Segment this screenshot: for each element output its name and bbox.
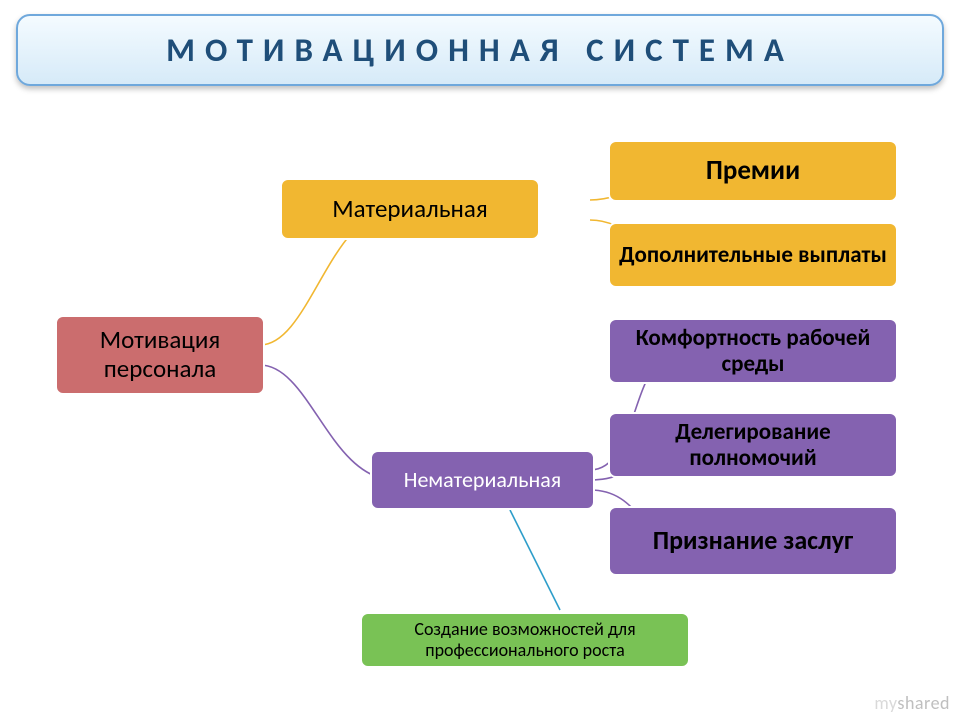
node-comfort-label: Комфортность рабочей среды	[618, 325, 888, 378]
node-extra-pay: Дополнительные выплаты	[608, 222, 898, 288]
node-extra-pay-label: Дополнительные выплаты	[619, 242, 887, 268]
node-recognition-label: Признание заслуг	[653, 526, 854, 556]
node-nonmaterial: Нематериальная	[370, 450, 595, 510]
node-nonmaterial-label: Нематериальная	[404, 467, 561, 492]
node-growth-label: Создание возможностей для профессиональн…	[370, 619, 680, 660]
edge-nonmat-to-growth	[510, 510, 560, 610]
watermark: myshared	[874, 692, 950, 714]
node-delegation-label: Делегирование полномочий	[618, 419, 888, 472]
node-delegation: Делегирование полномочий	[608, 412, 898, 478]
node-bonus: Премии	[608, 140, 898, 202]
node-recognition: Признание заслуг	[608, 506, 898, 576]
page-title: МОТИВАЦИОННАЯ СИСТЕМА	[16, 14, 944, 86]
node-material: Материальная	[280, 178, 540, 240]
node-material-label: Материальная	[332, 195, 488, 224]
watermark-right: shared	[897, 692, 950, 714]
node-root: Мотивация персонала	[55, 315, 265, 395]
page-title-text: МОТИВАЦИОННАЯ СИСТЕМА	[166, 30, 794, 70]
node-growth: Создание возможностей для профессиональн…	[360, 612, 690, 668]
watermark-left: my	[874, 692, 897, 714]
node-bonus-label: Премии	[706, 155, 800, 186]
node-comfort: Комфортность рабочей среды	[608, 318, 898, 384]
diagram-stage: { "canvas": { "width": 960, "height": 72…	[0, 0, 960, 720]
node-root-label: Мотивация персонала	[65, 326, 255, 384]
